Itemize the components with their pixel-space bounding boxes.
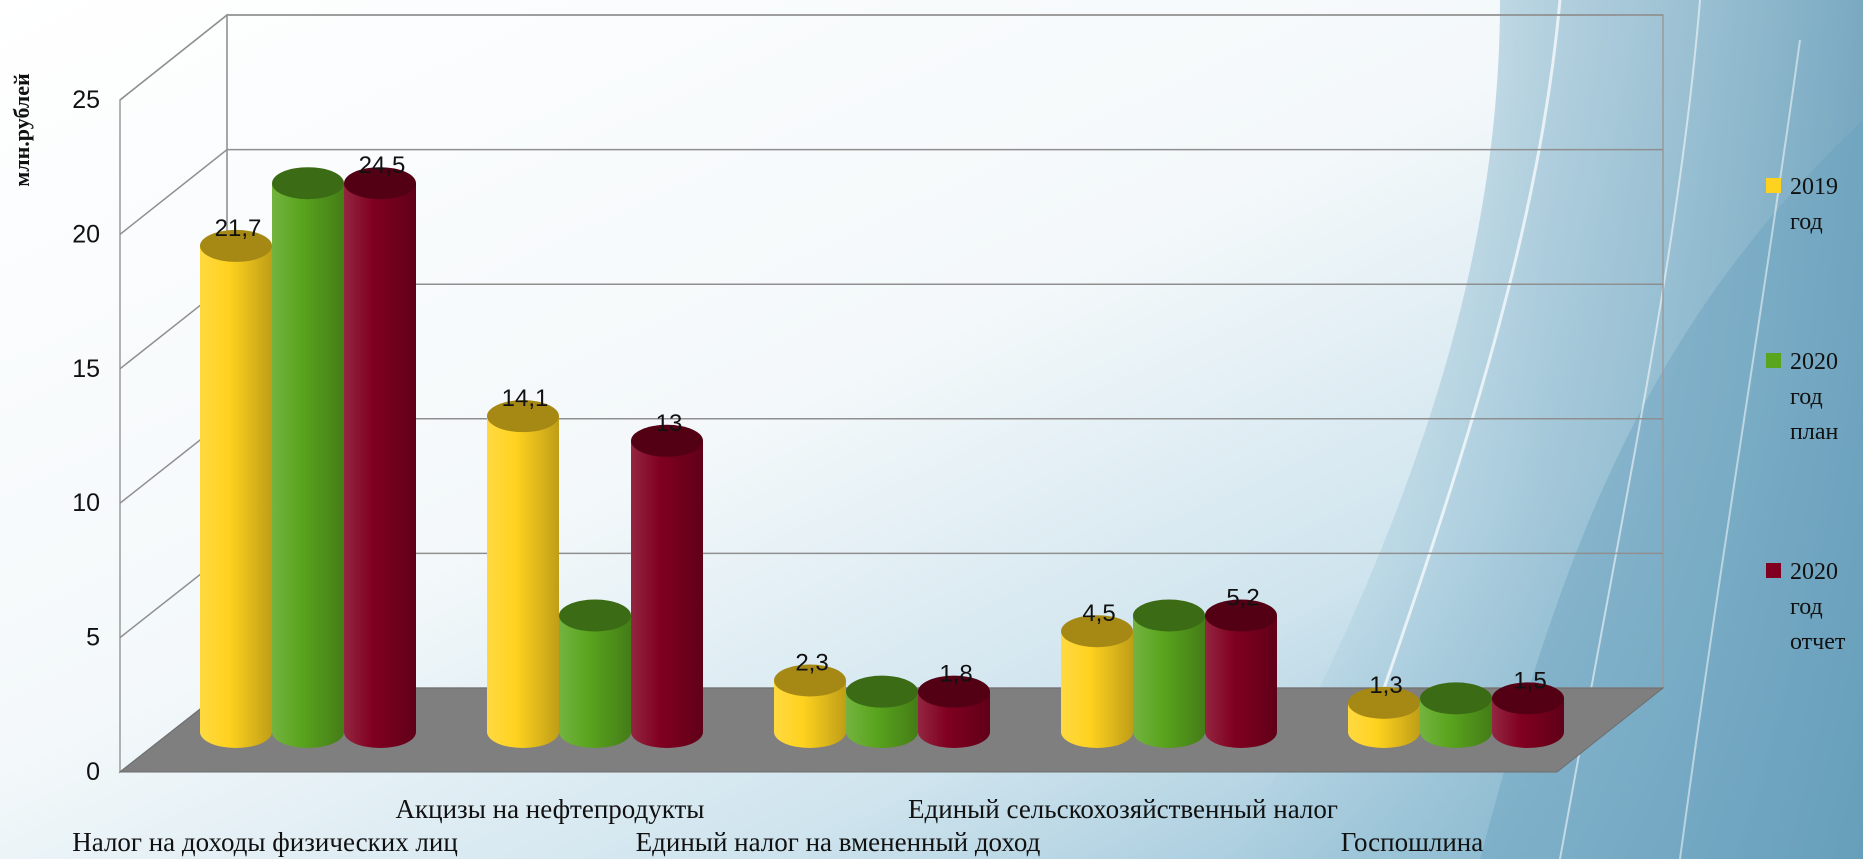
- data-label: 1,8: [939, 661, 972, 688]
- bar-top: [559, 599, 631, 632]
- legend-swatch-icon: [1766, 353, 1781, 368]
- x-category-label: Акцизы на нефтепродукты: [396, 794, 705, 824]
- data-label: 1,5: [1513, 667, 1546, 694]
- bar: [559, 599, 631, 748]
- y-axis-ticks: 0 5 10 15 20 25: [72, 86, 100, 786]
- bar-top: [1061, 615, 1133, 648]
- legend-label: 2020 год отчет: [1790, 559, 1846, 655]
- x-category-label: Госпошлина: [1341, 827, 1484, 857]
- data-label: 21,7: [215, 215, 262, 242]
- x-category-label: Единый налог на вмененный доход: [636, 827, 1041, 857]
- y-tick-label: 20: [72, 220, 100, 248]
- y-tick-label: 0: [86, 758, 100, 786]
- bar-top: [918, 675, 990, 708]
- y-tick-label: 5: [86, 624, 100, 652]
- bar: [1061, 615, 1133, 748]
- data-labels: 21,7 24,5 14,1 13 2,3 1,8 4,5 5,2 1,3 1,5: [215, 152, 1547, 699]
- gridline: [119, 14, 1663, 101]
- bar-top: [1133, 599, 1205, 632]
- data-label: 5,2: [1226, 585, 1259, 612]
- bar-body: [487, 416, 559, 748]
- bar: [1133, 599, 1205, 748]
- gridline: [119, 148, 1663, 235]
- bar-top: [1492, 682, 1564, 715]
- bar-top: [272, 167, 344, 200]
- bar-top: [1420, 682, 1492, 715]
- bar: [200, 229, 272, 749]
- data-label: 1,3: [1369, 672, 1402, 699]
- y-tick-label: 15: [72, 355, 100, 383]
- bar-body: [846, 691, 918, 748]
- bar-top: [344, 167, 416, 200]
- bar: [631, 424, 703, 748]
- bar: [1205, 599, 1277, 748]
- data-label: 24,5: [359, 152, 406, 179]
- bar: [272, 167, 344, 748]
- bar: [1348, 686, 1420, 748]
- bar: [1492, 682, 1564, 748]
- bar-body: [1205, 615, 1277, 748]
- bar-top: [631, 424, 703, 457]
- bar-body: [774, 680, 846, 748]
- bar-top: [846, 675, 918, 708]
- bar: [487, 400, 559, 748]
- bar-body: [1061, 631, 1133, 748]
- data-label: 14,1: [502, 385, 549, 412]
- legend-label: 2019 год: [1790, 174, 1838, 235]
- bar-body: [344, 183, 416, 748]
- bar-top: [774, 664, 846, 697]
- bar-body: [1133, 615, 1205, 748]
- legend-label: 2020 год план: [1790, 349, 1839, 445]
- bar: [344, 167, 416, 748]
- bar-top: [1348, 686, 1420, 719]
- legend-swatch-icon: [1766, 563, 1781, 578]
- bar-top: [1205, 599, 1277, 632]
- data-label: 2,3: [795, 649, 828, 676]
- y-axis-label: млн.рублей: [9, 73, 34, 187]
- bar-body: [272, 183, 344, 748]
- data-label: 13: [656, 410, 683, 437]
- x-category-label: Налог на доходы физических лиц: [72, 827, 458, 857]
- x-category-label: Единый сельскохозяйственный налог: [908, 794, 1338, 824]
- bars: [200, 167, 1564, 749]
- bar-top: [487, 400, 559, 433]
- bar-body: [200, 245, 272, 749]
- bar: [1420, 682, 1492, 748]
- y-tick-label: 10: [72, 489, 100, 517]
- bar: [846, 675, 918, 748]
- bar-body: [918, 691, 990, 748]
- y-tick-label: 25: [72, 86, 100, 114]
- bar-top: [200, 229, 272, 262]
- bar-body: [631, 440, 703, 748]
- bar-body: [559, 615, 631, 748]
- data-label: 4,5: [1082, 600, 1115, 627]
- bar: [774, 664, 846, 748]
- bar: [918, 675, 990, 748]
- legend-swatch-icon: [1766, 178, 1781, 193]
